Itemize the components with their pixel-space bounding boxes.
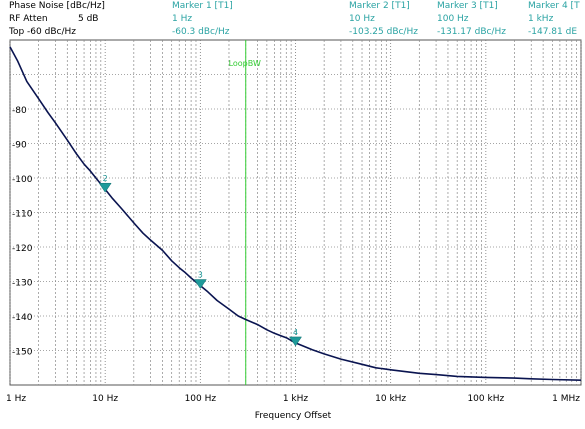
marker-label: 3 — [198, 271, 203, 280]
marker-label: 2 — [103, 174, 108, 183]
rf-atten-value: 5 dB — [78, 14, 99, 24]
marker3-freq: 100 Hz — [437, 14, 469, 24]
trace-layer — [9, 46, 582, 381]
marker3-title: Marker 3 [T1] — [437, 1, 498, 11]
y-tick-label: -90 — [12, 141, 27, 151]
marker4-title: Marker 4 [T — [528, 1, 580, 11]
y-tick-label: -120 — [12, 244, 33, 254]
marker1-level: -60.3 dBc/Hz — [172, 27, 230, 37]
marker4-level: -147.81 dE — [528, 27, 577, 37]
marker2-level: -103.25 dBc/Hz — [349, 27, 418, 37]
marker-triangle — [193, 279, 207, 289]
x-axis-title: Frequency Offset — [255, 411, 332, 421]
top-level-label: Top -60 dBc/Hz — [9, 27, 76, 37]
header-title: Phase Noise [dBc/Hz] — [9, 1, 105, 11]
x-tick-label: 1 kHz — [283, 394, 309, 404]
x-tick-label: 1 MHz — [552, 394, 580, 404]
marker2-freq: 10 Hz — [349, 14, 375, 24]
marker-triangle — [289, 336, 302, 347]
marker1-title: Marker 1 [T1] — [172, 1, 233, 11]
marker-layer: 2 3 4 — [98, 174, 302, 347]
x-tick-label: 10 Hz — [92, 394, 118, 404]
x-tick-label: 100 Hz — [185, 394, 217, 404]
y-tick-label: -140 — [12, 313, 33, 323]
x-tick-label: 1 Hz — [6, 394, 26, 404]
marker3-level: -131.17 dBc/Hz — [437, 27, 506, 37]
marker-label: 4 — [293, 328, 298, 337]
marker4-freq: 1 kHz — [528, 14, 554, 24]
header-panel: Phase Noise [dBc/Hz] RF Atten 5 dB Top -… — [0, 0, 585, 40]
x-tick-label: 100 kHz — [467, 394, 504, 404]
x-tick-label: 10 kHz — [375, 394, 406, 404]
loop-bw-label: LoopBW — [229, 59, 261, 68]
loop-bw-layer: LoopBW — [229, 40, 261, 385]
axis-layer: 1 Hz 10 Hz 100 Hz 1 kHz 10 kHz 100 kHz 1 MHz -8… — [6, 106, 580, 404]
marker-triangle — [98, 182, 112, 193]
grid — [9, 39, 582, 386]
y-tick-label: -110 — [12, 210, 33, 220]
y-tick-label: -150 — [12, 348, 33, 358]
marker2-title: Marker 2 [T1] — [349, 1, 410, 11]
noise-trace — [9, 46, 582, 381]
y-tick-label: -100 — [12, 175, 33, 185]
rf-atten-label: RF Atten — [9, 14, 48, 24]
marker1-freq: 1 Hz — [172, 14, 193, 24]
y-tick-label: -130 — [12, 279, 33, 289]
y-tick-label: -80 — [12, 106, 27, 116]
